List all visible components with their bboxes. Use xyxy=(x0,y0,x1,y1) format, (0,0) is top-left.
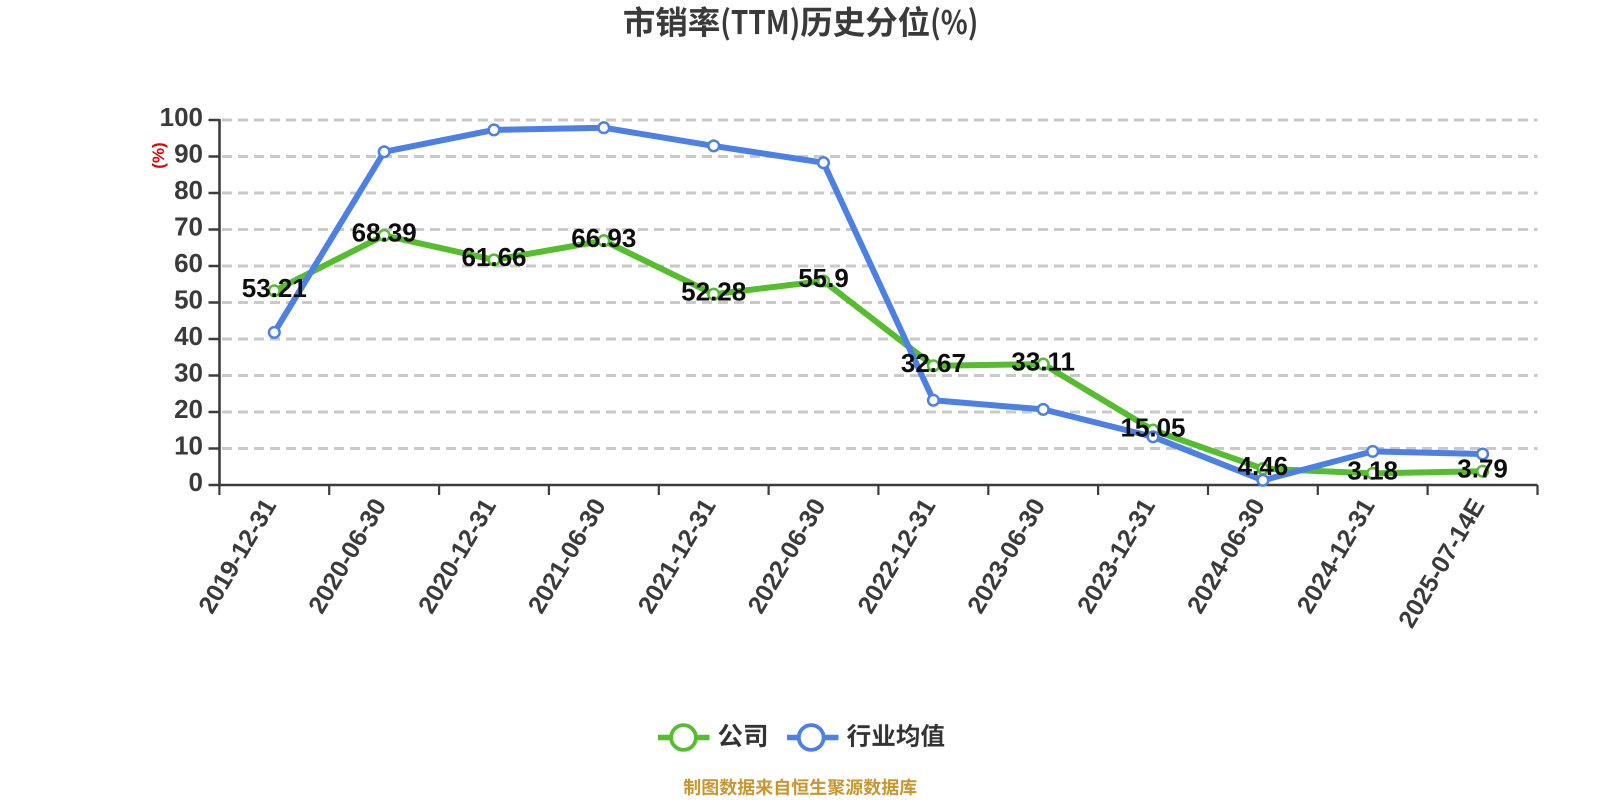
svg-text:68.39: 68.39 xyxy=(352,218,417,248)
svg-text:3.79: 3.79 xyxy=(1457,453,1508,483)
svg-text:66.93: 66.93 xyxy=(571,223,636,253)
svg-text:100: 100 xyxy=(160,102,203,132)
svg-text:2023-06-30: 2023-06-30 xyxy=(962,494,1051,618)
svg-text:60: 60 xyxy=(174,248,203,278)
svg-text:30: 30 xyxy=(174,357,203,387)
svg-text:0: 0 xyxy=(189,467,203,497)
svg-text:2024-06-30: 2024-06-30 xyxy=(1182,494,1271,618)
svg-text:2024-12-31: 2024-12-31 xyxy=(1292,494,1381,618)
svg-text:2025-07-14E: 2025-07-14E xyxy=(1393,494,1490,633)
svg-text:33.11: 33.11 xyxy=(1011,346,1075,376)
svg-text:50: 50 xyxy=(174,284,203,314)
svg-text:(%): (%) xyxy=(149,142,168,168)
svg-text:32.67: 32.67 xyxy=(901,348,966,378)
svg-text:2023-12-31: 2023-12-31 xyxy=(1072,494,1161,618)
svg-text:2021-06-30: 2021-06-30 xyxy=(523,494,612,618)
svg-text:80: 80 xyxy=(174,175,203,205)
svg-text:55.9: 55.9 xyxy=(798,263,849,293)
svg-text:40: 40 xyxy=(174,321,203,351)
svg-text:52.28: 52.28 xyxy=(681,276,746,306)
svg-text:3.18: 3.18 xyxy=(1347,456,1398,486)
svg-text:70: 70 xyxy=(174,211,203,241)
svg-text:2022-12-31: 2022-12-31 xyxy=(852,494,941,618)
svg-text:53.21: 53.21 xyxy=(242,273,307,303)
svg-text:2021-12-31: 2021-12-31 xyxy=(633,494,722,618)
svg-text:2020-12-31: 2020-12-31 xyxy=(413,494,502,618)
svg-text:2019-12-31: 2019-12-31 xyxy=(193,494,282,618)
svg-text:20: 20 xyxy=(174,394,203,424)
svg-text:10: 10 xyxy=(174,430,203,460)
svg-text:90: 90 xyxy=(174,138,203,168)
svg-text:2022-06-30: 2022-06-30 xyxy=(742,494,831,618)
svg-text:15.05: 15.05 xyxy=(1120,412,1185,442)
svg-text:4.46: 4.46 xyxy=(1238,451,1289,481)
svg-text:2020-06-30: 2020-06-30 xyxy=(303,494,392,618)
svg-text:61.66: 61.66 xyxy=(461,242,526,272)
